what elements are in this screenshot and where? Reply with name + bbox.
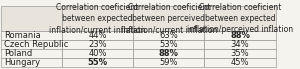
Bar [133, 49, 204, 58]
Text: 23%: 23% [88, 40, 107, 49]
Text: Poland: Poland [4, 49, 32, 58]
Bar [62, 49, 133, 58]
Bar [133, 40, 204, 49]
Text: Czech Republic: Czech Republic [4, 40, 68, 49]
Text: 88%: 88% [159, 49, 179, 58]
Bar [204, 58, 276, 67]
Bar [204, 40, 276, 49]
Text: 44%: 44% [88, 31, 107, 40]
Text: 53%: 53% [160, 40, 178, 49]
Text: 55%: 55% [87, 58, 107, 67]
Bar [62, 31, 133, 40]
Bar [133, 58, 204, 67]
Bar [133, 6, 204, 31]
Text: 88%: 88% [230, 31, 250, 40]
Text: 35%: 35% [231, 49, 249, 58]
Bar [204, 6, 276, 31]
Bar [2, 40, 62, 49]
Bar [2, 49, 62, 58]
Text: Romania: Romania [4, 31, 41, 40]
Bar [204, 49, 276, 58]
Bar [133, 31, 204, 40]
Text: Hungary: Hungary [4, 58, 40, 67]
Bar [62, 58, 133, 67]
Text: 63%: 63% [159, 31, 178, 40]
Text: 59%: 59% [160, 58, 178, 67]
Text: 34%: 34% [231, 40, 249, 49]
Text: Correlation coeficient
between expected
inflation/perceived inflation: Correlation coeficient between expected … [187, 3, 293, 34]
Bar [62, 6, 133, 31]
Bar [2, 6, 62, 31]
Text: 40%: 40% [88, 49, 107, 58]
Bar [204, 31, 276, 40]
Bar [2, 31, 62, 40]
Bar [62, 40, 133, 49]
Text: Correlation coeficient
between expected
inflation/current inflation: Correlation coeficient between expected … [49, 3, 146, 34]
Bar [2, 58, 62, 67]
Text: Correlation coeficient
between perceived
inflation/current inflation: Correlation coeficient between perceived… [121, 3, 217, 34]
Text: 45%: 45% [231, 58, 249, 67]
